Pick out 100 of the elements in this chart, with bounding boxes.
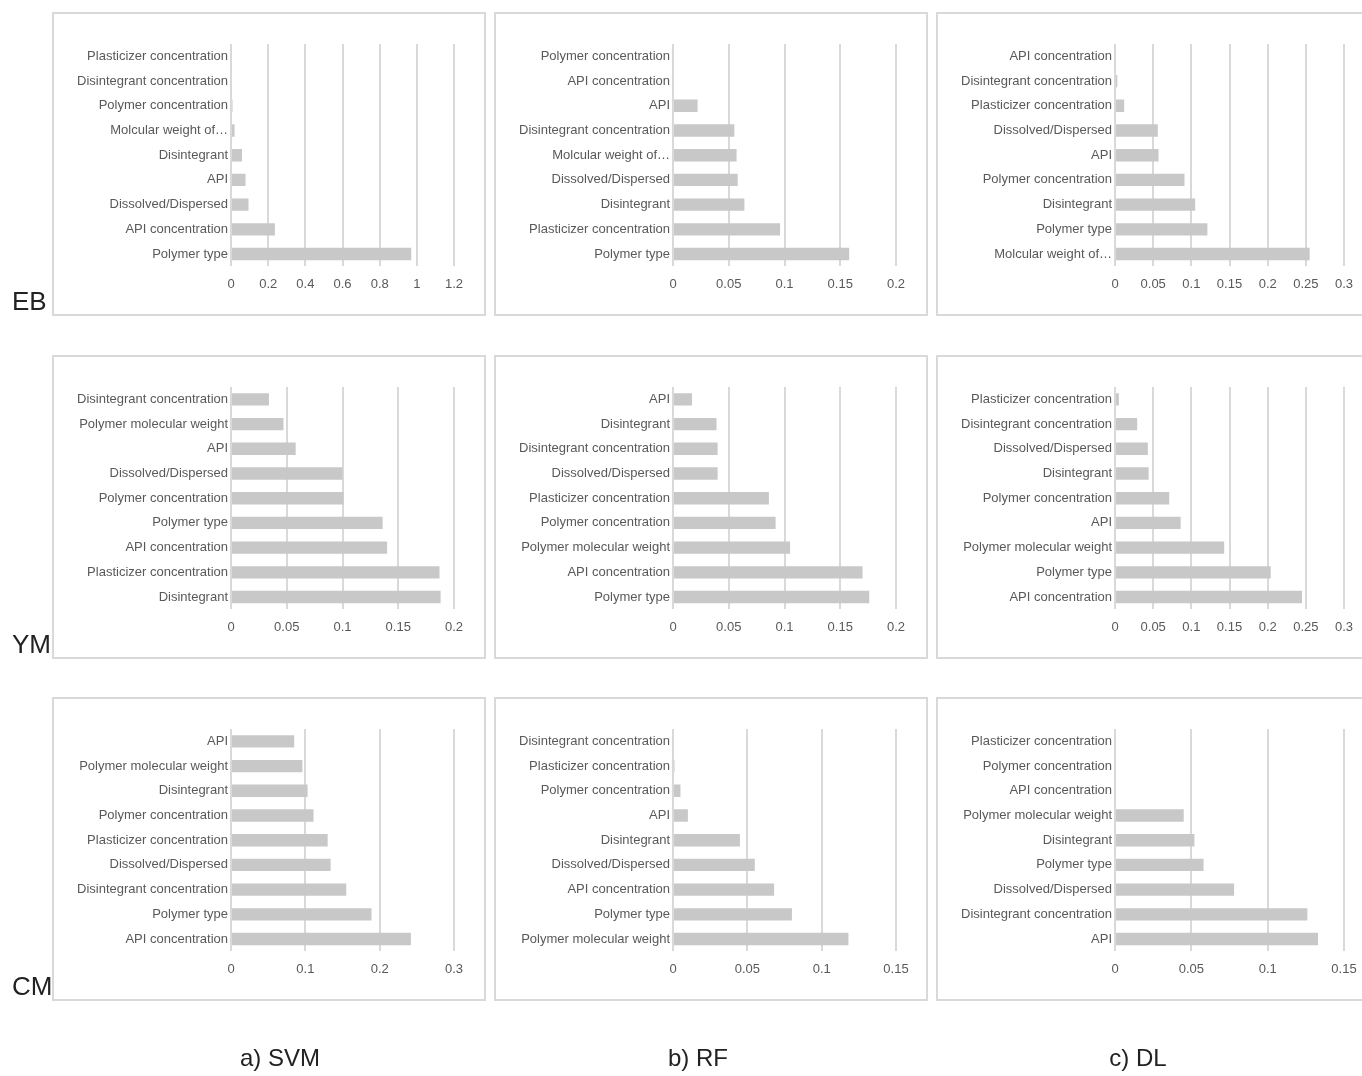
bar bbox=[232, 858, 331, 872]
y-tick-label: API bbox=[1091, 930, 1113, 946]
text: EB bbox=[12, 286, 47, 317]
bar bbox=[232, 417, 284, 431]
bar bbox=[1116, 541, 1225, 554]
y-tick-label: Polymer type bbox=[594, 588, 671, 604]
bar bbox=[232, 566, 440, 579]
y-tick-label: Disintegrant concentration bbox=[77, 390, 229, 406]
bar bbox=[674, 492, 769, 505]
y-tick-label: Disintegrant concentration bbox=[519, 122, 671, 138]
x-tick-label: 0.1 bbox=[1182, 275, 1201, 291]
x-tick-label: 0.2 bbox=[259, 275, 278, 291]
y-tick-label: API concentration bbox=[1009, 47, 1113, 63]
x-tick-label: 0.05 bbox=[274, 618, 300, 634]
y-tick-label: Polymer type bbox=[1036, 856, 1113, 872]
bar bbox=[1116, 467, 1149, 480]
bar bbox=[674, 858, 755, 872]
x-tick-label: 0.1 bbox=[812, 960, 831, 976]
bar bbox=[1116, 566, 1271, 579]
x-tick-label: 0 bbox=[227, 275, 235, 291]
bar bbox=[674, 247, 850, 261]
bar bbox=[1116, 417, 1138, 431]
x-tick-label: 0.2 bbox=[1258, 618, 1277, 634]
x-tick-label: 0.6 bbox=[333, 275, 352, 291]
x-tick-label: 0 bbox=[669, 618, 677, 634]
bar bbox=[674, 442, 718, 455]
bar bbox=[1116, 173, 1185, 187]
bar bbox=[1116, 198, 1196, 211]
y-tick-label: Polymer type bbox=[152, 905, 229, 921]
x-tick-label: 0.2 bbox=[1258, 275, 1277, 291]
y-tick-label: API concentration bbox=[1009, 588, 1113, 604]
bar bbox=[232, 735, 295, 748]
y-tick-label: API concentration bbox=[125, 220, 229, 236]
x-tick-label: 0.05 bbox=[716, 618, 742, 634]
bar bbox=[1116, 393, 1119, 406]
bar bbox=[674, 834, 740, 847]
text: YM bbox=[12, 629, 51, 660]
y-tick-label: Polymer type bbox=[152, 514, 229, 530]
y-tick-label: Dissolved/Dispersed bbox=[993, 122, 1113, 138]
text: CM bbox=[12, 971, 53, 1002]
bar bbox=[232, 442, 296, 455]
x-tick-label: 0.3 bbox=[444, 960, 464, 976]
y-tick-label: Plasticizer concentration bbox=[529, 489, 671, 505]
bar bbox=[1116, 124, 1158, 137]
y-tick-label: Plasticizer concentration bbox=[971, 390, 1113, 406]
bar bbox=[232, 198, 249, 211]
bar bbox=[674, 566, 863, 579]
bar bbox=[674, 173, 738, 187]
y-tick-label: Polymer molecular weight bbox=[79, 757, 229, 773]
x-tick-label: 0 bbox=[669, 960, 677, 976]
y-tick-label: Dissolved/Dispersed bbox=[993, 881, 1113, 897]
bar bbox=[1116, 149, 1159, 162]
y-tick-label: Disintegrant bbox=[158, 146, 229, 162]
y-tick-label: Disintegrant concentration bbox=[519, 440, 671, 456]
y-tick-label: Disintegrant bbox=[1042, 831, 1113, 847]
text: a) SVM bbox=[239, 1044, 321, 1072]
bar bbox=[232, 590, 441, 604]
x-tick-label: 0.25 bbox=[1293, 275, 1319, 291]
y-tick-label: API bbox=[207, 171, 229, 187]
bar bbox=[1116, 442, 1148, 455]
x-tick-label: 0.05 bbox=[716, 275, 742, 291]
bar bbox=[674, 590, 870, 604]
y-tick-label: Plasticizer concentration bbox=[529, 757, 671, 773]
y-tick-label: Disintegrant concentration bbox=[961, 905, 1113, 921]
y-tick-label: Polymer molecular weight bbox=[521, 930, 671, 946]
y-tick-label: Polymer concentration bbox=[98, 97, 229, 113]
y-tick-label: Molcular weight of… bbox=[110, 122, 229, 138]
x-tick-label: 0.15 bbox=[1216, 618, 1243, 634]
bar bbox=[674, 541, 791, 554]
y-tick-label: Disintegrant concentration bbox=[961, 415, 1113, 431]
bar bbox=[232, 932, 411, 946]
bar bbox=[674, 393, 692, 406]
y-tick-label: Polymer molecular weight bbox=[79, 415, 229, 431]
x-tick-label: 0.1 bbox=[1182, 618, 1201, 634]
x-tick-label: 0 bbox=[1111, 960, 1119, 976]
bar bbox=[232, 541, 388, 554]
bar bbox=[1116, 492, 1170, 505]
y-tick-label: Polymer concentration bbox=[982, 489, 1113, 505]
x-tick-label: 0.25 bbox=[1293, 618, 1319, 634]
x-tick-label: 0.05 bbox=[1140, 618, 1166, 634]
y-tick-label: API bbox=[649, 807, 671, 823]
y-tick-label: Dissolved/Dispersed bbox=[109, 465, 229, 481]
bar bbox=[674, 198, 745, 211]
x-tick-label: 1.2 bbox=[444, 275, 464, 291]
y-tick-label: Disintegrant concentration bbox=[77, 881, 229, 897]
bar bbox=[232, 759, 303, 773]
y-tick-label: Polymer concentration bbox=[982, 171, 1113, 187]
y-tick-label: Dissolved/Dispersed bbox=[993, 440, 1113, 456]
y-tick-label: Polymer molecular weight bbox=[963, 539, 1113, 555]
x-tick-label: 0.15 bbox=[1331, 960, 1357, 976]
y-tick-label: Polymer type bbox=[1036, 220, 1113, 236]
bar bbox=[1116, 908, 1308, 921]
y-tick-label: API concentration bbox=[125, 539, 229, 555]
y-tick-label: Dissolved/Dispersed bbox=[551, 465, 671, 481]
bar bbox=[674, 809, 688, 822]
x-tick-label: 0.8 bbox=[370, 275, 389, 291]
y-tick-label: Plasticizer concentration bbox=[971, 97, 1113, 113]
bar bbox=[674, 417, 717, 431]
bar bbox=[1116, 834, 1195, 847]
y-tick-label: Dissolved/Dispersed bbox=[551, 171, 671, 187]
